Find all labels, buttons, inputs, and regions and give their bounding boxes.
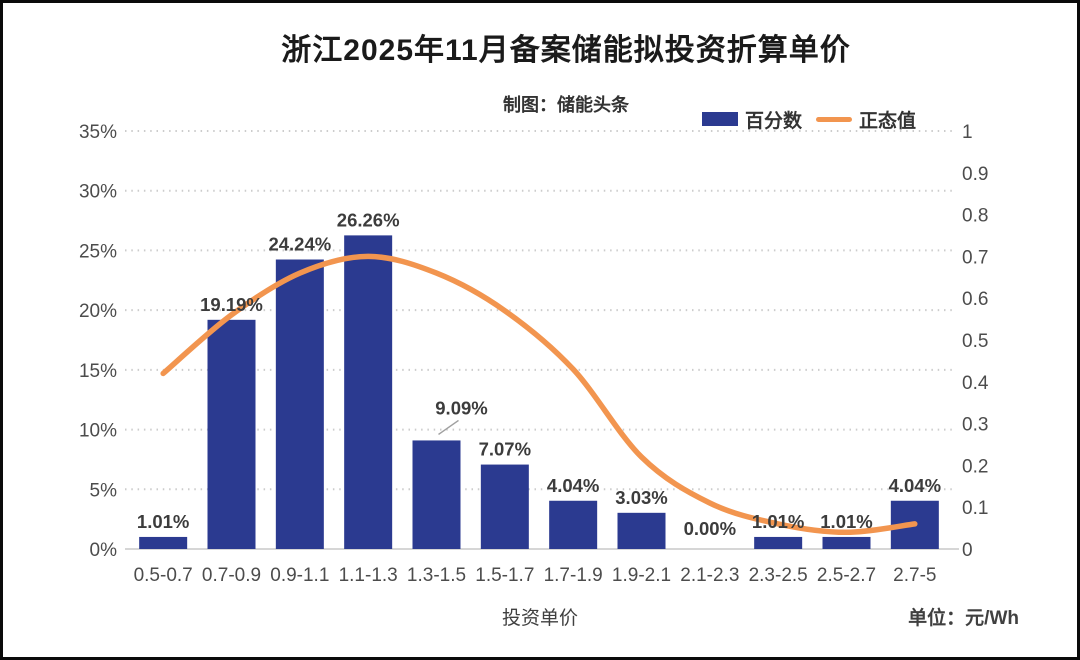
bar-value-label: 4.04% [889, 475, 941, 496]
bar [549, 500, 598, 549]
bar [207, 319, 256, 549]
right-axis-tick: 0.7 [962, 247, 988, 268]
bar-value-label: 1.01% [137, 511, 189, 532]
bar-value-label: 19.19% [200, 294, 263, 315]
left-axis-tick: 35% [79, 122, 117, 143]
right-axis-tick: 0.2 [962, 456, 988, 477]
legend-label-line: 正态值 [859, 110, 917, 132]
right-axis-tick: 0.4 [962, 373, 989, 394]
left-axis-tick: 30% [79, 182, 117, 203]
bar-value-label: 7.07% [479, 439, 531, 460]
left-axis-tick: 5% [90, 480, 118, 501]
bar [412, 440, 461, 549]
category-label: 2.3-2.5 [749, 565, 808, 586]
category-label: 1.7-1.9 [544, 565, 603, 586]
unit-note: 单位：元/Wh [908, 608, 1019, 629]
bar-series-swatch-icon [702, 112, 738, 126]
right-axis-tick: 0.8 [962, 206, 988, 227]
chart-legend: 百分数 正态值 [702, 107, 917, 132]
bar [275, 259, 324, 549]
category-label: 1.9-2.1 [612, 565, 671, 586]
bar-value-label: 9.09% [435, 397, 487, 418]
legend-label-bars: 百分数 [745, 110, 803, 132]
left-axis-tick: 25% [79, 241, 117, 262]
category-label: 2.1-2.3 [680, 565, 739, 586]
line-series-dash-icon [816, 116, 853, 122]
bar-value-label: 4.04% [547, 475, 599, 496]
x-axis-title: 投资单价 [501, 608, 578, 629]
category-label: 2.5-2.7 [817, 565, 876, 586]
bar [822, 536, 871, 549]
left-axis-tick: 0% [90, 540, 118, 561]
normal-curve [160, 253, 918, 536]
bar-value-label: 24.24% [268, 234, 331, 255]
bar [617, 512, 666, 549]
category-label: 0.9-1.1 [270, 565, 329, 586]
left-axis-tick: 20% [79, 301, 117, 322]
combo-chart-plot: 35% 30% 25% 20% 15% 10% 5% 0% 1 0.9 0.8 0.7 0.6 0.5 0.… [79, 122, 989, 586]
chart-title: 浙江2025年11月备案储能拟投资折算单价 [281, 34, 851, 67]
category-label: 1.3-1.5 [407, 565, 466, 586]
bar-value-label: 0.00% [684, 518, 736, 539]
right-axis-tick: 0.5 [962, 331, 988, 352]
label-leader-line [438, 419, 459, 436]
category-label: 1.1-1.3 [339, 565, 398, 586]
category-label: 2.7-5 [893, 565, 936, 586]
bar [754, 536, 803, 549]
chart-subtitle: 制图：储能头条 [503, 95, 629, 115]
bar [344, 235, 393, 550]
bar [139, 536, 188, 549]
right-axis-tick: 1 [962, 122, 973, 143]
bar-value-label: 3.03% [615, 487, 667, 508]
right-axis-tick: 0.9 [962, 164, 988, 185]
category-label: 1.5-1.7 [475, 565, 534, 586]
category-label: 0.7-0.9 [202, 565, 261, 586]
right-axis-tick: 0.3 [962, 415, 988, 436]
bar-value-label: 26.26% [337, 209, 400, 230]
left-axis-tick: 15% [79, 361, 117, 382]
bar-value-label: 1.01% [752, 511, 804, 532]
right-axis-tick: 0.1 [962, 498, 988, 519]
bar [480, 464, 529, 549]
category-label: 0.5-0.7 [134, 565, 193, 586]
right-axis-tick: 0 [962, 540, 973, 561]
right-axis-tick: 0.6 [962, 289, 988, 310]
bar-value-label: 1.01% [820, 511, 872, 532]
left-axis-tick: 10% [79, 421, 117, 442]
